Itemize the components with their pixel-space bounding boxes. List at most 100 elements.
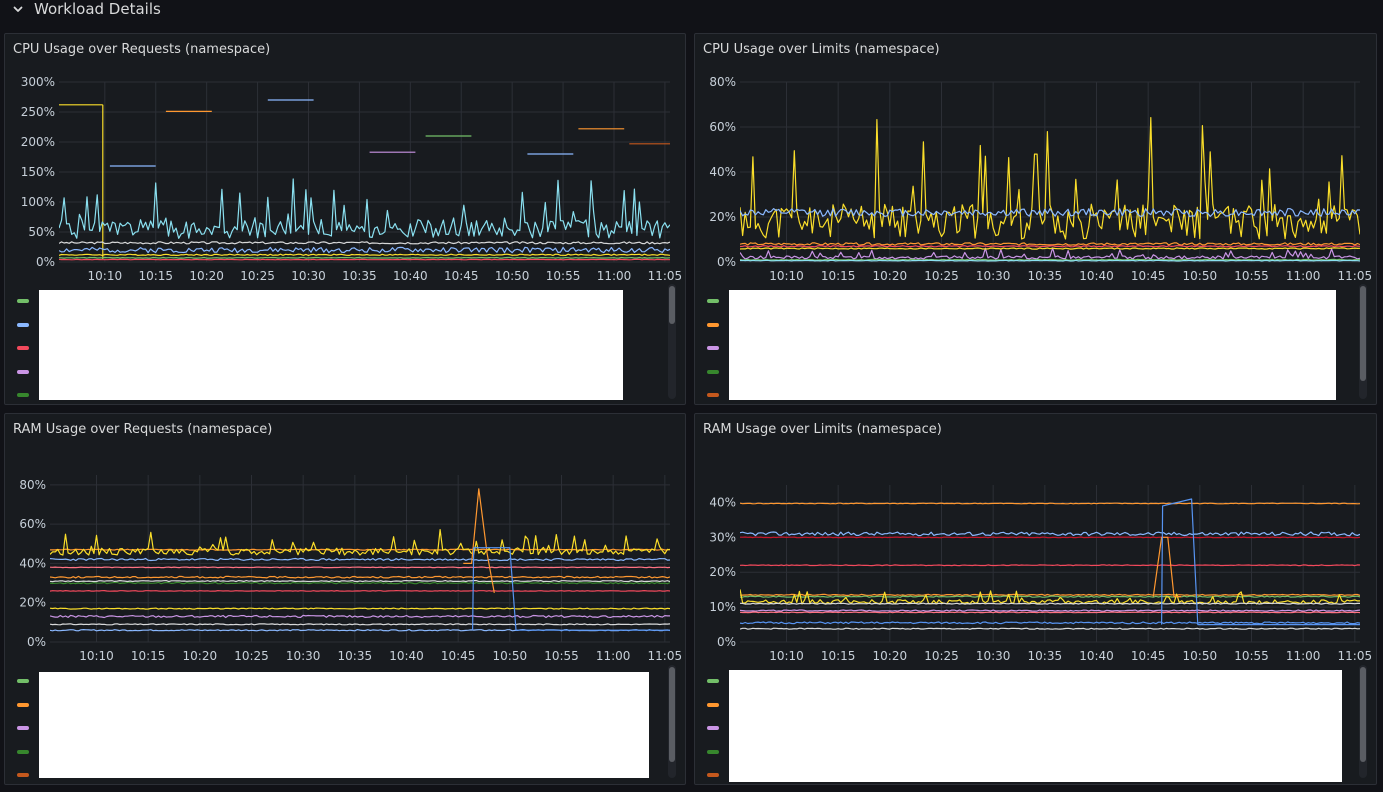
x-tick-label: 10:40 (389, 649, 424, 663)
legend-color-swatch (17, 726, 29, 730)
legend-color-swatch (17, 749, 29, 754)
x-tick-label: 10:10 (79, 649, 114, 663)
series-line[interactable] (740, 247, 1360, 260)
series-line[interactable] (740, 564, 1360, 567)
series-line[interactable] (50, 580, 670, 583)
time-series-chart[interactable]: 0% 50% 100% 150% 200% 250% 300% 10:10 10:15 10:20… (5, 34, 686, 289)
y-tick-label: 300% (21, 75, 55, 89)
series-line[interactable] (740, 621, 1360, 625)
legend-color-swatch (707, 346, 719, 350)
panel-ram-usage-over-requests[interactable]: RAM Usage over Requests (namespace) 0% 20… (4, 413, 686, 785)
series-line[interactable] (50, 529, 670, 556)
panel-cpu-usage-over-limits[interactable]: CPU Usage over Limits (namespace) 0% 20% 4… (694, 33, 1377, 405)
time-series-chart[interactable]: 0% 10% 20% 30% 40% 10:10 10:15 10:20 10:25 10:30 1… (695, 414, 1377, 669)
series-line[interactable] (50, 557, 670, 562)
series-line[interactable] (59, 241, 670, 245)
series-line[interactable] (740, 242, 1360, 246)
panel-title: CPU Usage over Requests (namespace) (13, 42, 271, 57)
series-line[interactable] (740, 208, 1360, 217)
series-line[interactable] (463, 488, 495, 594)
panel-title: CPU Usage over Limits (namespace) (703, 42, 940, 57)
x-tick-label: 11:05 (1338, 269, 1373, 283)
series-line[interactable] (472, 547, 670, 631)
legend-color-swatch (17, 369, 29, 374)
y-tick-label: 80% (709, 75, 736, 89)
x-tick-label: 11:00 (596, 649, 631, 663)
scrollbar-thumb[interactable] (1360, 667, 1366, 762)
series-line[interactable] (1161, 498, 1360, 626)
x-tick-label: 10:20 (873, 649, 908, 663)
y-tick-label: 40% (709, 165, 736, 179)
series-line[interactable] (740, 502, 1360, 505)
series-line[interactable] (50, 590, 670, 592)
legend-list (729, 290, 1336, 400)
series-line[interactable] (740, 247, 1360, 250)
x-tick-label: 10:50 (1183, 649, 1218, 663)
y-tick-label: 100% (21, 195, 55, 209)
y-tick-label: 150% (21, 165, 55, 179)
x-tick-label: 10:15 (131, 649, 166, 663)
x-tick-label: 10:25 (924, 269, 959, 283)
series-line[interactable] (740, 611, 1360, 614)
series-line[interactable] (740, 536, 1360, 539)
chevron-down-icon[interactable] (10, 1, 26, 17)
y-tick-label: 250% (21, 105, 55, 119)
legend-scrollbar[interactable] (1359, 284, 1367, 399)
legend-color-swatch (17, 679, 29, 683)
series-line[interactable] (50, 607, 670, 610)
legend-scrollbar[interactable] (668, 665, 676, 778)
y-tick-label: 80% (19, 478, 46, 492)
legend-color-swatch (707, 299, 719, 303)
legend-scrollbar[interactable] (1359, 665, 1367, 778)
legend-list (729, 670, 1342, 782)
x-tick-label: 10:50 (495, 269, 530, 283)
series-line[interactable] (740, 245, 1360, 248)
y-tick-label: 0% (27, 635, 46, 649)
legend-color-swatch (707, 749, 719, 754)
series-line[interactable] (740, 259, 1360, 262)
scrollbar-thumb[interactable] (669, 286, 675, 324)
series-line[interactable] (740, 602, 1360, 605)
legend-list (39, 290, 623, 400)
series-line[interactable] (740, 609, 1360, 612)
series-line[interactable] (740, 627, 1360, 630)
series-line[interactable] (59, 253, 670, 256)
series-line[interactable] (59, 256, 670, 259)
legend-color-swatch (17, 702, 29, 707)
series-line[interactable] (59, 246, 670, 254)
scrollbar-thumb[interactable] (669, 667, 675, 762)
x-tick-label: 10:55 (1234, 269, 1269, 283)
series-line[interactable] (1152, 536, 1182, 598)
legend-scrollbar[interactable] (668, 284, 676, 399)
series-line[interactable] (50, 566, 670, 569)
panel-ram-usage-over-limits[interactable]: RAM Usage over Limits (namespace) 0% 10% 2… (694, 413, 1377, 785)
y-tick-label: 40% (709, 495, 736, 509)
series-line[interactable] (50, 629, 670, 632)
legend-color-swatch (707, 679, 719, 683)
legend-color-swatch (707, 322, 719, 327)
legend-color-swatch (17, 322, 29, 327)
y-tick-label: 0% (717, 255, 736, 269)
series-line[interactable] (50, 575, 670, 579)
x-tick-label: 10:35 (342, 269, 377, 283)
panel-cpu-usage-over-requests[interactable]: CPU Usage over Requests (namespace) 0% 50… (4, 33, 686, 405)
y-tick-label: 60% (709, 120, 736, 134)
row-header[interactable]: Workload Details (0, 0, 1383, 26)
x-tick-label: 10:55 (546, 269, 581, 283)
series-line[interactable] (740, 595, 1360, 598)
time-series-chart[interactable]: 0% 20% 40% 60% 80% 10:10 10:15 10:20 10:25 10:30 1… (5, 414, 686, 669)
series-line[interactable] (740, 593, 1360, 596)
series-line[interactable] (740, 117, 1360, 240)
series-line[interactable] (50, 581, 670, 585)
series-line[interactable] (50, 614, 670, 619)
x-tick-label: 10:25 (234, 649, 269, 663)
x-tick-label: 10:25 (924, 649, 959, 663)
x-tick-label: 10:50 (1183, 269, 1218, 283)
x-tick-label: 10:15 (821, 269, 856, 283)
series-line[interactable] (59, 178, 670, 239)
series-line[interactable] (50, 623, 670, 626)
x-tick-label: 11:05 (648, 649, 683, 663)
scrollbar-thumb[interactable] (1360, 286, 1366, 381)
time-series-chart[interactable]: 0% 20% 40% 60% 80% 10:10 10:15 10:20 10:25 10:30 1… (695, 34, 1377, 289)
series-line[interactable] (740, 531, 1360, 537)
